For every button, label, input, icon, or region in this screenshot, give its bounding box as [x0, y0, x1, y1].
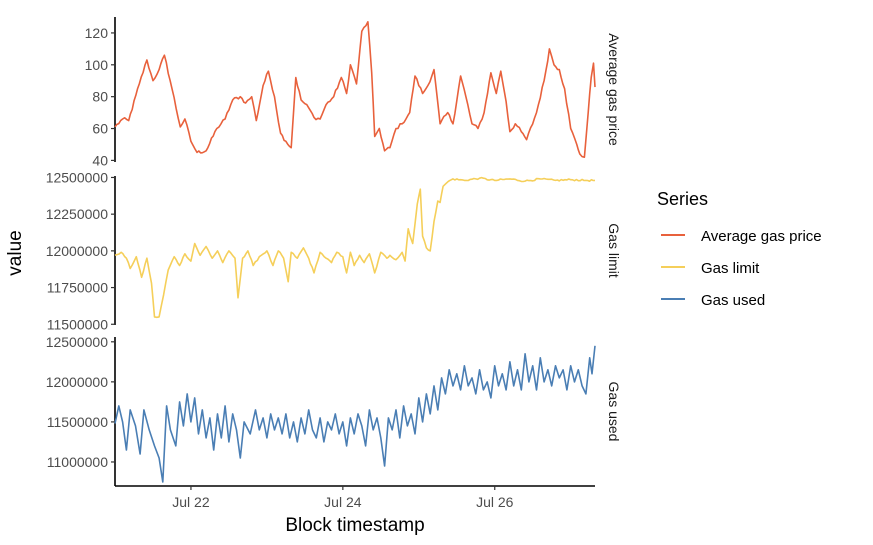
- y-tick-label: 120: [85, 25, 109, 41]
- strip-label-gas-limit: Gas limit: [606, 223, 622, 278]
- x-tick-label: Jul 22: [172, 494, 210, 510]
- y-axis-title: value: [5, 230, 26, 275]
- x-axis-title: Block timestamp: [285, 515, 424, 536]
- y-tick-label: 60: [92, 121, 108, 137]
- panel-gas-used: 11000000 11500000 12000000 12500000 Gas used: [46, 334, 622, 486]
- y-tick-label: 40: [92, 152, 108, 168]
- legend-item-average-gas-price: Average gas price: [661, 228, 822, 245]
- y-tick-label: 12500000: [46, 169, 109, 185]
- legend-label: Average gas price: [701, 228, 822, 245]
- y-tick-label: 12500000: [46, 334, 109, 350]
- y-tick-label: 12250000: [46, 206, 109, 222]
- panel-average-gas-price: 40 60 80 100 120 Average gas price: [85, 17, 622, 168]
- strip-label-gas-used: Gas used: [606, 382, 622, 442]
- legend-title: Series: [657, 189, 708, 209]
- x-tick-label: Jul 26: [476, 494, 514, 510]
- series-line-average-gas-price: [114, 21, 596, 158]
- panel-gas-limit: 11500000 11750000 12000000 12250000 12500000…: [46, 169, 622, 332]
- y-tick-label: 11000000: [47, 454, 108, 470]
- y-tick-label: 11500000: [47, 316, 108, 332]
- legend-item-gas-used: Gas used: [661, 292, 765, 309]
- y-tick-label: 100: [85, 57, 109, 73]
- legend-item-gas-limit: Gas limit: [661, 260, 760, 277]
- legend: Series Average gas price Gas limit Gas use…: [657, 189, 822, 309]
- series-line-gas-limit: [114, 176, 596, 319]
- legend-label: Gas used: [701, 292, 765, 309]
- x-axis: Jul 22 Jul 24 Jul 26: [115, 485, 595, 510]
- y-tick-label: 11500000: [47, 414, 108, 430]
- y-tick-label: 12000000: [46, 374, 109, 390]
- strip-label-average-gas-price: Average gas price: [606, 33, 622, 146]
- y-tick-label: 11750000: [47, 280, 108, 296]
- panels: 40 60 80 100 120 Average gas price 11500000 117…: [46, 17, 622, 486]
- series-line-gas-used: [114, 345, 596, 483]
- legend-label: Gas limit: [701, 260, 760, 277]
- y-tick-label: 80: [92, 89, 108, 105]
- x-tick-label: Jul 24: [324, 494, 362, 510]
- y-tick-label: 12000000: [46, 243, 109, 259]
